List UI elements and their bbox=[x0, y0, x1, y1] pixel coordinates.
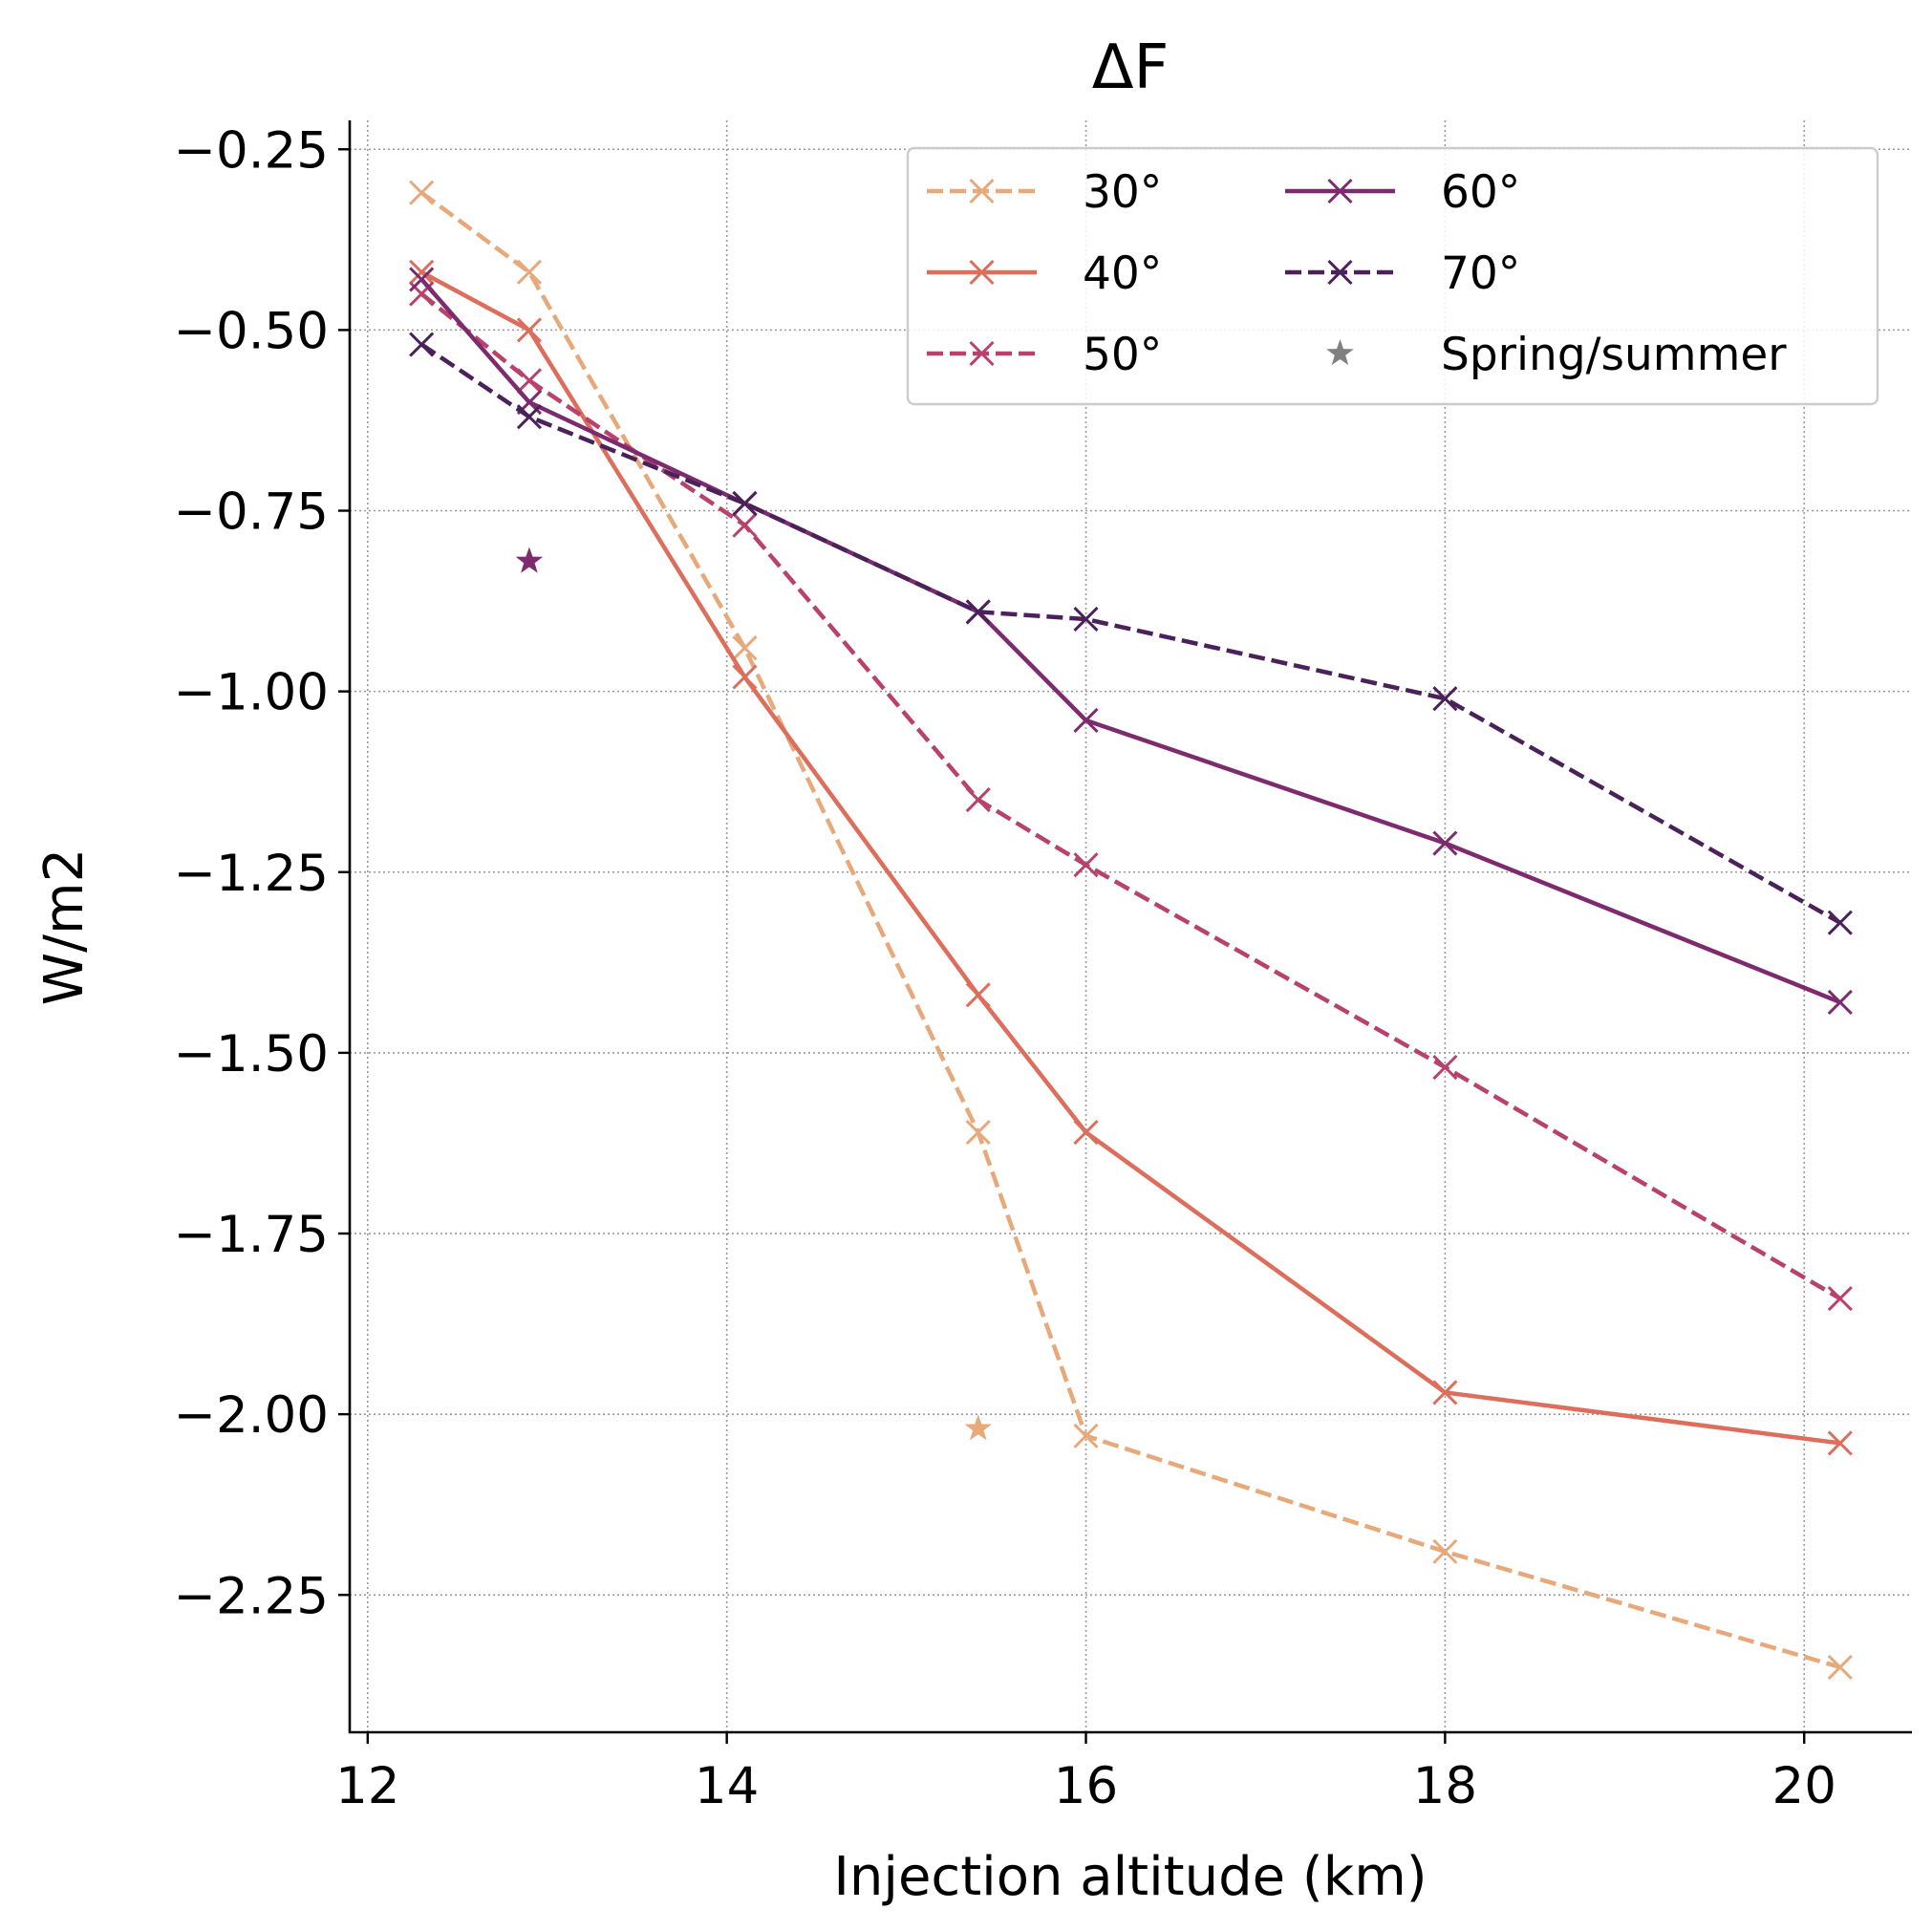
data-point bbox=[1827, 1654, 1853, 1680]
data-point bbox=[1073, 1423, 1099, 1448]
data-point bbox=[732, 664, 758, 690]
legend-label: 50° bbox=[1083, 329, 1162, 381]
y-tick-label: −0.75 bbox=[174, 483, 329, 542]
legend-entry: Spring/summer bbox=[1326, 329, 1787, 381]
data-point bbox=[1432, 1538, 1458, 1564]
chart-title: ΔF bbox=[1092, 32, 1170, 103]
legend: 30° 40° 50° 60° 70° Spring/summer bbox=[906, 146, 1879, 406]
x-axis-title: Injection altitude (km) bbox=[833, 1846, 1427, 1908]
legend-entry: 30° bbox=[927, 166, 1162, 219]
data-point bbox=[1827, 910, 1853, 935]
legend-marker bbox=[1327, 178, 1353, 204]
y-tick-label: −1.25 bbox=[174, 845, 329, 903]
data-point bbox=[732, 490, 758, 517]
y-tick-label: −1.50 bbox=[174, 1025, 329, 1084]
y-tick-label: −0.25 bbox=[174, 121, 329, 180]
x-tick-label: 16 bbox=[1054, 1757, 1118, 1815]
data-point bbox=[965, 787, 991, 813]
data-point bbox=[1073, 606, 1099, 633]
legend-label: 70° bbox=[1441, 247, 1520, 300]
data-point bbox=[732, 512, 758, 538]
data-point bbox=[409, 180, 435, 205]
data-point bbox=[1432, 1054, 1458, 1081]
spring-summer-point bbox=[515, 547, 544, 573]
y-tick-label: −1.00 bbox=[174, 664, 329, 722]
legend-frame bbox=[906, 146, 1879, 406]
legend-entry: 40° bbox=[927, 247, 1162, 300]
data-point bbox=[1432, 686, 1458, 712]
data-point bbox=[1827, 1286, 1853, 1312]
legend-marker bbox=[969, 340, 995, 367]
y-axis-title: W/m2 bbox=[33, 848, 96, 1005]
legend-star bbox=[1326, 339, 1354, 366]
legend-label: 60° bbox=[1441, 166, 1520, 219]
data-point bbox=[965, 982, 991, 1008]
legend-marker bbox=[969, 178, 995, 204]
y-tick-label: −1.75 bbox=[174, 1206, 329, 1264]
legend-entry: 50° bbox=[927, 329, 1162, 381]
data-point bbox=[965, 1120, 991, 1146]
data-point bbox=[516, 317, 542, 343]
legend-entry: 60° bbox=[1285, 166, 1520, 219]
data-point bbox=[1073, 1120, 1099, 1146]
data-point bbox=[732, 635, 758, 661]
legend-label: 30° bbox=[1083, 166, 1162, 219]
data-point bbox=[965, 599, 991, 625]
data-point bbox=[409, 259, 435, 285]
legend-label: Spring/summer bbox=[1441, 329, 1787, 381]
data-point bbox=[516, 368, 542, 394]
spring-summer-point bbox=[964, 1414, 992, 1441]
y-tick-label: −0.50 bbox=[174, 302, 329, 360]
data-point bbox=[1432, 1380, 1458, 1405]
data-point bbox=[1827, 1430, 1853, 1456]
axes bbox=[348, 120, 1912, 1734]
data-point bbox=[1073, 707, 1099, 733]
data-point bbox=[1073, 852, 1099, 878]
x-tick-label: 20 bbox=[1772, 1757, 1836, 1815]
ticks: 12 14 16 18 20 −0.25 −0.50 −0.75 −1.00 −1.25 −1.50… bbox=[174, 121, 1836, 1815]
data-point bbox=[516, 404, 542, 430]
y-tick-label: −2.00 bbox=[174, 1386, 329, 1445]
data-point bbox=[1432, 830, 1458, 856]
series-layer bbox=[409, 180, 1853, 1680]
legend-marker bbox=[969, 259, 995, 286]
x-tick-label: 18 bbox=[1413, 1757, 1477, 1815]
legend-entry: 70° bbox=[1285, 247, 1520, 300]
x-tick-label: 12 bbox=[335, 1757, 399, 1815]
data-point bbox=[1827, 989, 1853, 1015]
x-tick-label: 14 bbox=[695, 1757, 759, 1815]
y-tick-label: −2.25 bbox=[174, 1567, 329, 1625]
data-point bbox=[409, 267, 435, 292]
data-point bbox=[409, 332, 435, 357]
legend-label: 40° bbox=[1083, 247, 1162, 300]
data-point bbox=[516, 259, 542, 285]
legend-marker bbox=[1327, 259, 1353, 286]
